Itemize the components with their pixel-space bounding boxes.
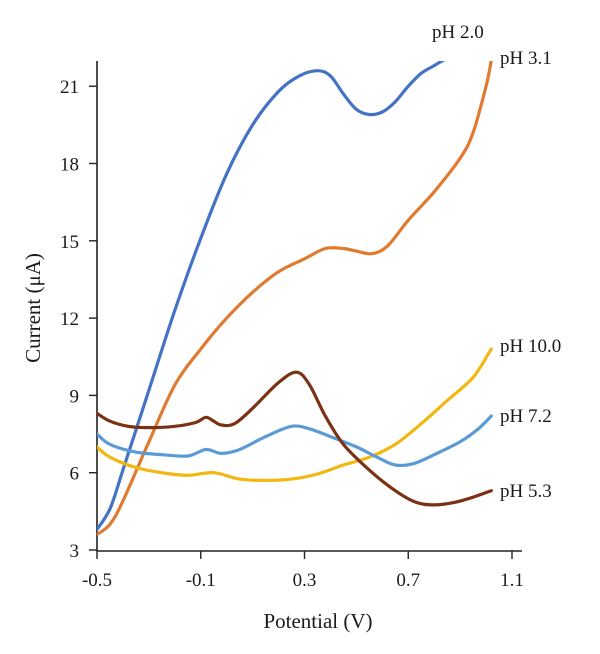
y-tick-label: 3 xyxy=(70,541,80,562)
series-labels: pH 2.0 pH 3.1 pH 10.0 pH 7.2 pH 5.3 xyxy=(432,22,561,502)
series-layer xyxy=(97,61,493,537)
series-line-ph-3-1 xyxy=(97,61,493,537)
x-tick-label: 0.3 xyxy=(293,570,317,591)
y-tick-label: 12 xyxy=(60,309,79,330)
x-tick-label: -0.5 xyxy=(82,570,112,591)
series-line-ph-5-3 xyxy=(97,370,493,507)
x-tick-label: 0.7 xyxy=(396,570,420,591)
x-ticks: -0.5 -0.1 0.3 0.7 1.1 xyxy=(82,551,524,591)
series-label-ph-5-3: pH 5.3 xyxy=(500,481,552,502)
x-tick-label: 1.1 xyxy=(500,570,524,591)
series-line-ph-2-0 xyxy=(97,61,446,531)
series-line-ph-10-0 xyxy=(97,347,493,482)
y-tick-label: 15 xyxy=(60,232,79,253)
y-ticks: 3 6 9 12 15 18 21 xyxy=(60,77,97,562)
y-tick-label: 21 xyxy=(60,77,79,98)
y-axis-title: Current (μA) xyxy=(21,253,45,363)
y-tick-label: 18 xyxy=(60,155,79,176)
y-tick-label: 9 xyxy=(70,386,80,407)
series-label-ph-7-2: pH 7.2 xyxy=(500,406,552,427)
x-axis-title: Potential (V) xyxy=(263,609,372,633)
y-tick-label: 6 xyxy=(70,464,80,485)
series-label-ph-10-0: pH 10.0 xyxy=(500,336,561,357)
series-label-ph-2-0: pH 2.0 xyxy=(432,22,484,43)
x-tick-label: -0.1 xyxy=(186,570,216,591)
series-label-ph-3-1: pH 3.1 xyxy=(500,48,552,69)
series-line-ph-7-2 xyxy=(97,414,493,468)
